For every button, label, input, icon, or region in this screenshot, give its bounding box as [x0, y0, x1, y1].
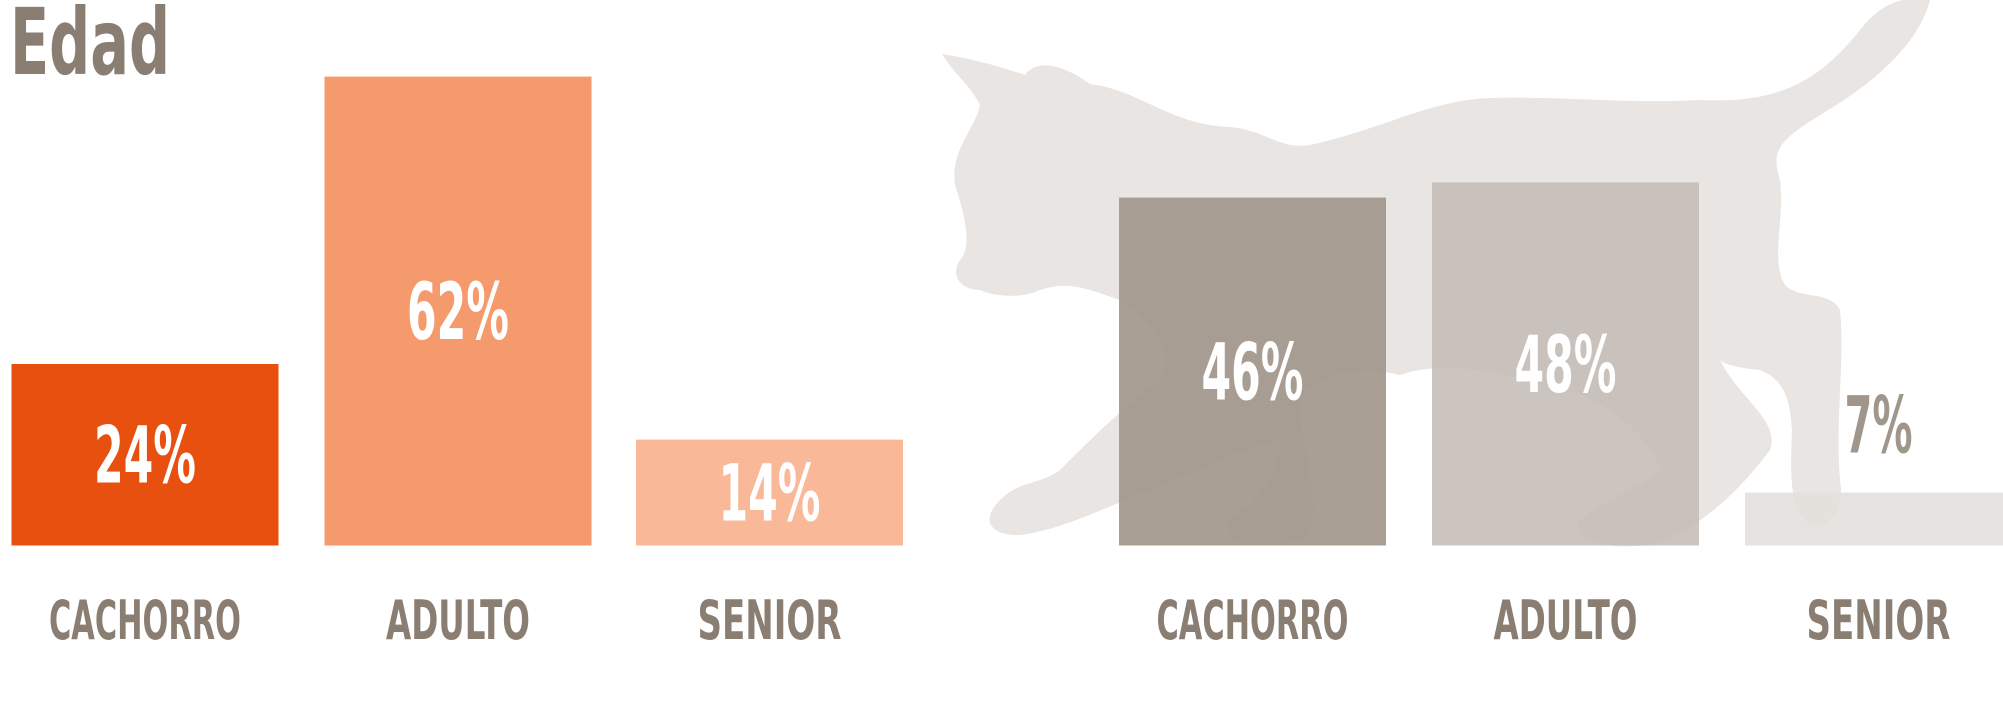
value-label: 48%: [1515, 321, 1617, 411]
x-tick-label: ADULTO: [386, 589, 530, 652]
value-label: 46%: [1202, 329, 1304, 419]
value-label: 14%: [719, 450, 821, 540]
value-label: 62%: [407, 268, 509, 358]
x-tick-label: ADULTO: [1494, 589, 1638, 652]
x-tick-label: CACHORRO: [1157, 589, 1349, 652]
x-tick-label: CACHORRO: [49, 589, 241, 652]
value-label: 7%: [1845, 382, 1913, 472]
chart-title: Edad: [10, 0, 170, 96]
bar: [1745, 493, 2003, 546]
value-label: 24%: [94, 412, 196, 502]
infographic: Edad 24% CACHORRO 62% ADULTO 14% SENIOR 46% CAC…: [0, 0, 2003, 709]
x-tick-label: SENIOR: [1807, 589, 1951, 652]
x-tick-label: SENIOR: [698, 589, 842, 652]
